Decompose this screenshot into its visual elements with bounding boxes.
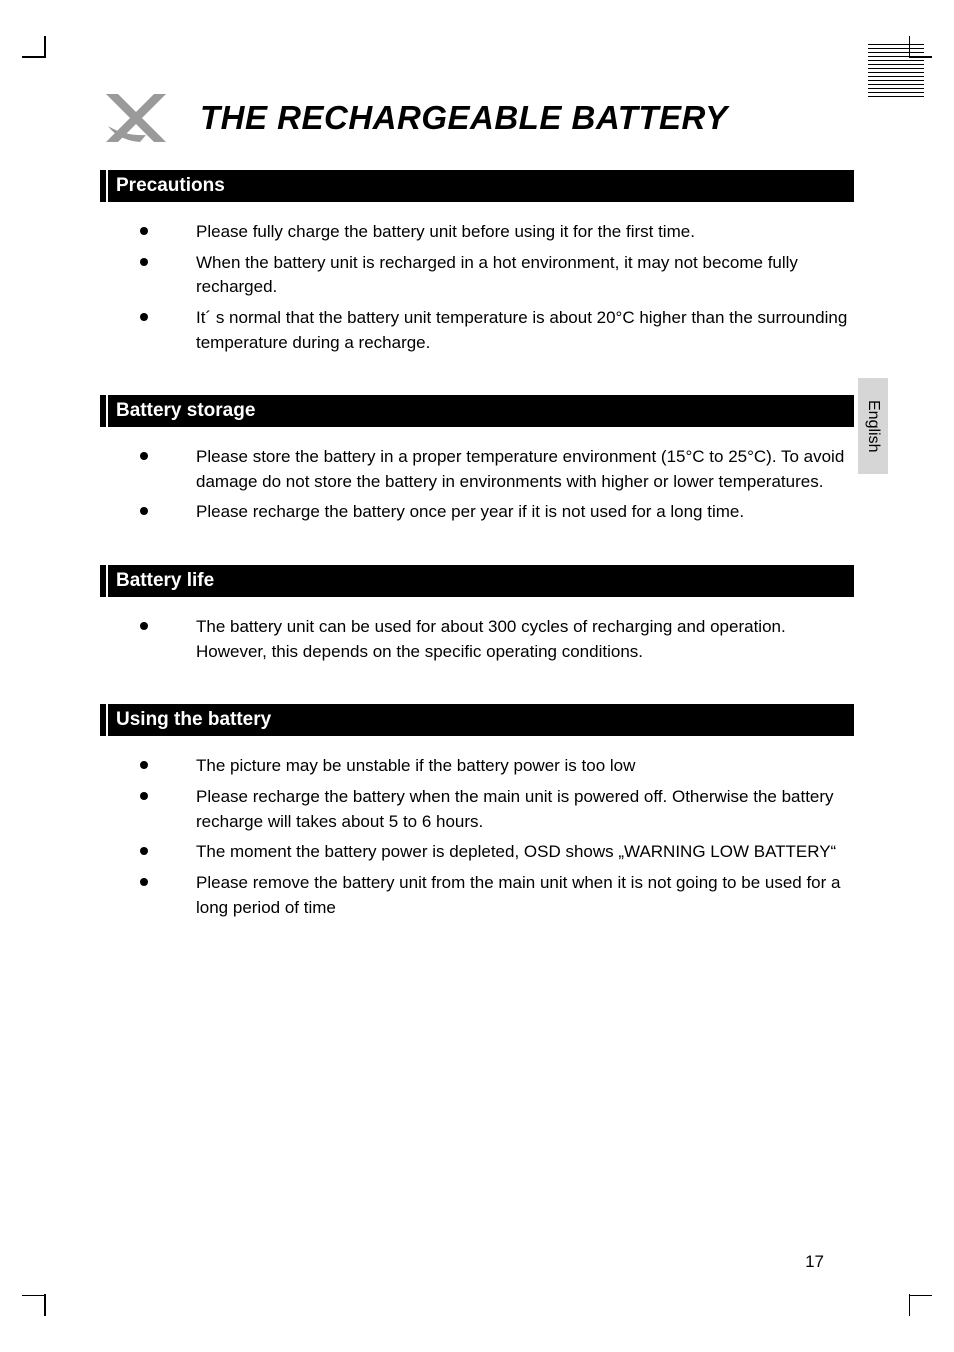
section-heading-bar: Precautions [100, 170, 854, 202]
heading-accent [100, 704, 106, 736]
page-number: 17 [805, 1252, 824, 1272]
section-heading-bar: Battery life [100, 565, 854, 597]
list-item: The moment the battery power is depleted… [140, 840, 854, 865]
heading-accent [100, 565, 106, 597]
section-heading: Battery storage [108, 395, 854, 427]
list-item: Please fully charge the battery unit bef… [140, 220, 854, 245]
list-item: When the battery unit is recharged in a … [140, 251, 854, 300]
section-using-the-battery: Using the battery The picture may be uns… [100, 704, 854, 920]
list-item: The picture may be unstable if the batte… [140, 754, 854, 779]
crop-mark [22, 1295, 44, 1297]
title-row: THE RECHARGEABLE BATTERY [100, 90, 854, 146]
crop-mark [44, 36, 46, 58]
heading-accent [100, 170, 106, 202]
section-heading-bar: Using the battery [100, 704, 854, 736]
heading-dots-icon [826, 401, 856, 427]
heading-accent [100, 395, 106, 427]
list-item: Please remove the battery unit from the … [140, 871, 854, 920]
list-item: The battery unit can be used for about 3… [140, 615, 854, 664]
crop-mark [909, 1294, 911, 1316]
section-precautions: Precautions Please fully charge the batt… [100, 170, 854, 355]
page-title: THE RECHARGEABLE BATTERY [200, 99, 728, 137]
list-item: Please recharge the battery when the mai… [140, 785, 854, 834]
heading-dots-icon [826, 571, 856, 597]
bullet-list: The battery unit can be used for about 3… [100, 597, 854, 664]
bullet-list: Please fully charge the battery unit bef… [100, 202, 854, 355]
bullet-list: The picture may be unstable if the batte… [100, 736, 854, 920]
section-battery-life: Battery life The battery unit can be use… [100, 565, 854, 664]
section-heading: Using the battery [108, 704, 854, 736]
language-tab: English [858, 378, 888, 474]
crop-mark [44, 1294, 46, 1316]
heading-dots-icon [826, 710, 856, 736]
crop-mark [22, 56, 44, 58]
list-item: Please recharge the battery once per yea… [140, 500, 854, 525]
section-battery-storage: Battery storage Please store the battery… [100, 395, 854, 525]
section-heading: Battery life [108, 565, 854, 597]
logo-x-icon [100, 90, 170, 146]
language-tab-label: English [864, 400, 882, 452]
section-heading: Precautions [108, 170, 854, 202]
edge-lines-decoration [868, 44, 924, 100]
page: English THE RECHARGEABLE BATTERY Precaut… [0, 0, 954, 1352]
crop-mark [910, 1295, 932, 1297]
section-heading-bar: Battery storage [100, 395, 854, 427]
bullet-list: Please store the battery in a proper tem… [100, 427, 854, 525]
heading-dots-icon [826, 176, 856, 202]
list-item: It´ s normal that the battery unit tempe… [140, 306, 854, 355]
list-item: Please store the battery in a proper tem… [140, 445, 854, 494]
